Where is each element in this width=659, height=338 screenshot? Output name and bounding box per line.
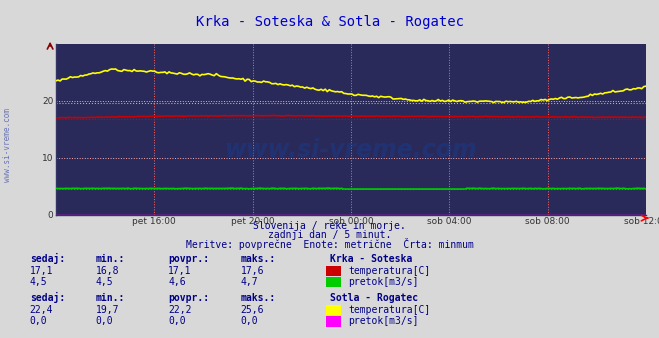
Text: pretok[m3/s]: pretok[m3/s]: [348, 276, 418, 287]
Text: povpr.:: povpr.:: [168, 293, 209, 303]
Text: 0,0: 0,0: [168, 316, 186, 326]
Text: maks.:: maks.:: [241, 293, 275, 303]
Text: Sotla - Rogatec: Sotla - Rogatec: [330, 293, 418, 303]
Text: min.:: min.:: [96, 254, 125, 264]
Text: pretok[m3/s]: pretok[m3/s]: [348, 316, 418, 326]
Text: Slovenija / reke in morje.: Slovenija / reke in morje.: [253, 221, 406, 231]
Text: temperatura[C]: temperatura[C]: [348, 266, 430, 276]
Text: min.:: min.:: [96, 293, 125, 303]
Text: 4,6: 4,6: [168, 276, 186, 287]
Text: 0,0: 0,0: [96, 316, 113, 326]
Text: Meritve: povprečne  Enote: metrične  Črta: minmum: Meritve: povprečne Enote: metrične Črta:…: [186, 238, 473, 250]
Text: Krka - Soteska: Krka - Soteska: [330, 254, 412, 264]
Text: 22,4: 22,4: [30, 305, 53, 315]
Text: www.si-vreme.com: www.si-vreme.com: [225, 138, 477, 162]
Text: 0,0: 0,0: [30, 316, 47, 326]
Text: 16,8: 16,8: [96, 266, 119, 276]
Text: 4,5: 4,5: [96, 276, 113, 287]
Text: 19,7: 19,7: [96, 305, 119, 315]
Text: sedaj:: sedaj:: [30, 253, 65, 264]
Text: 17,1: 17,1: [168, 266, 192, 276]
Text: 22,2: 22,2: [168, 305, 192, 315]
Text: temperatura[C]: temperatura[C]: [348, 305, 430, 315]
Text: 17,1: 17,1: [30, 266, 53, 276]
Text: maks.:: maks.:: [241, 254, 275, 264]
Text: 25,6: 25,6: [241, 305, 264, 315]
Text: zadnji dan / 5 minut.: zadnji dan / 5 minut.: [268, 230, 391, 240]
Text: Krka - Soteska & Sotla - Rogatec: Krka - Soteska & Sotla - Rogatec: [196, 15, 463, 29]
Text: 0,0: 0,0: [241, 316, 258, 326]
Text: 4,5: 4,5: [30, 276, 47, 287]
Text: 4,7: 4,7: [241, 276, 258, 287]
Text: www.si-vreme.com: www.si-vreme.com: [3, 108, 13, 182]
Text: sedaj:: sedaj:: [30, 292, 65, 303]
Text: 17,6: 17,6: [241, 266, 264, 276]
Text: povpr.:: povpr.:: [168, 254, 209, 264]
